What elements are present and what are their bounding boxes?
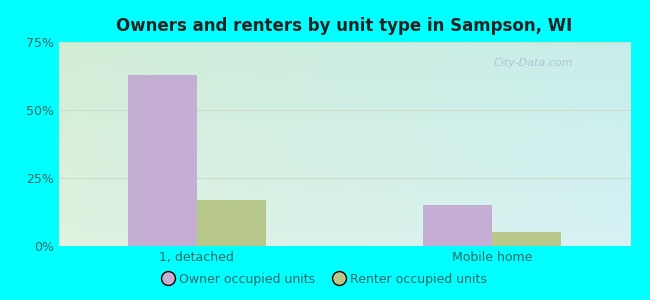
Bar (493, 232, 562, 246)
Bar (196, 200, 266, 246)
Bar (127, 75, 196, 246)
Bar (423, 205, 493, 246)
Legend: Owner occupied units, Renter occupied units: Owner occupied units, Renter occupied un… (158, 268, 492, 291)
Title: Owners and renters by unit type in Sampson, WI: Owners and renters by unit type in Samps… (116, 17, 573, 35)
Text: City-Data.com: City-Data.com (493, 58, 573, 68)
